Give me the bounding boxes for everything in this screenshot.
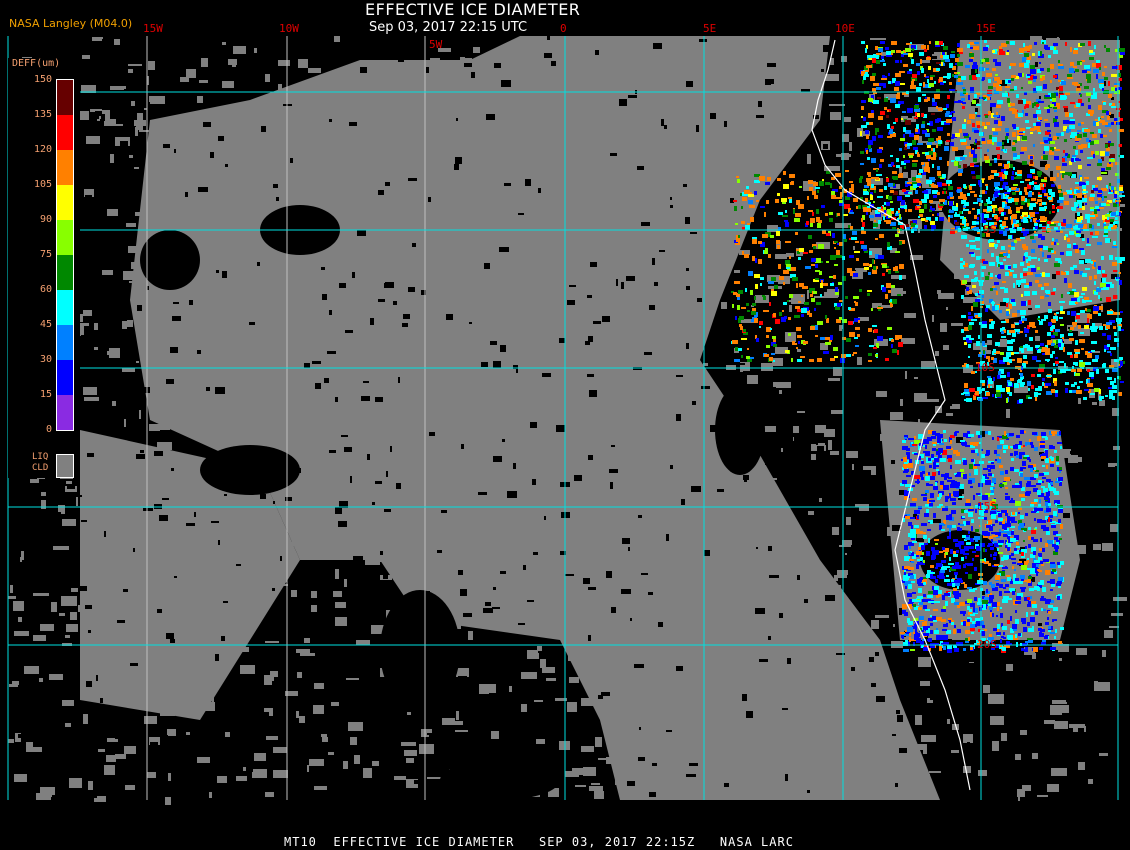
lon-label: 0 (560, 22, 567, 35)
legend-swatch (57, 80, 73, 115)
legend-tick: 0 (45, 424, 52, 435)
legend-swatch (57, 325, 73, 360)
image-title: EFFECTIVE ICE DIAMETER (365, 0, 581, 19)
legend-swatch (57, 290, 73, 325)
lon-label: 10E (835, 22, 855, 35)
legend-tick: 105 (33, 179, 52, 190)
clear-sky-areas (8, 36, 1126, 804)
producer-label: NASA Langley (M04.0) (9, 17, 133, 30)
lon-label: 10W (279, 22, 299, 35)
legend-tick: 15 (39, 389, 52, 400)
legend-tick: 75 (39, 249, 52, 260)
lon-label: 15W (143, 22, 163, 35)
legend-tick: 45 (39, 319, 52, 330)
legend-tick: 60 (39, 284, 52, 295)
lat-label: 10S (975, 361, 995, 374)
liquid-cloud-label: LIQ CLD (32, 452, 49, 473)
legend-title: DEFF(um) (12, 58, 61, 69)
legend-tick: 135 (33, 109, 52, 120)
legend-swatch (57, 185, 73, 220)
coastline (811, 39, 971, 791)
legend-swatch (57, 360, 73, 395)
liquid-cloud-swatch (56, 454, 74, 478)
lon-label: 15E (976, 22, 996, 35)
cloud-deck (130, 36, 940, 800)
legend-swatch (57, 395, 73, 430)
image-timestamp: Sep 03, 2017 22:15 UTC (369, 20, 528, 35)
legend-swatch (57, 255, 73, 290)
lat-label: 20S (977, 638, 997, 651)
legend-color-bar (56, 79, 74, 431)
footer-caption: MT10 EFFECTIVE ICE DIAMETER SEP 03, 2017… (284, 835, 794, 849)
legend-swatch (57, 220, 73, 255)
legend-swatch (57, 115, 73, 150)
legend-tick: 150 (33, 74, 52, 85)
lon-label: 5E (703, 22, 717, 35)
lat-label: 15S (977, 500, 997, 513)
legend-tick: 90 (39, 214, 52, 225)
legend-tick: 120 (33, 144, 52, 155)
lat-label: 5S (983, 223, 997, 236)
legend-tick: 30 (39, 354, 52, 365)
lon-label: 5W (429, 38, 443, 51)
legend-swatch (57, 150, 73, 185)
color-legend: DEFF(um) LIQ CLD 150 135 120 105 90 75 60 45 30 15… (8, 58, 80, 478)
